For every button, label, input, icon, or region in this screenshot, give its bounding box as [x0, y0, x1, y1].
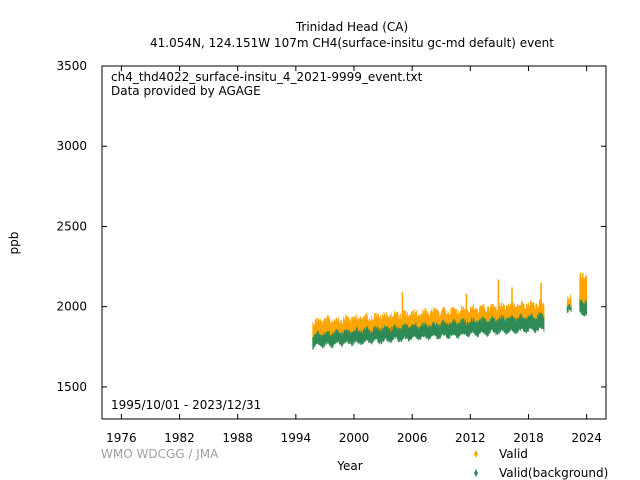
provider-label: Data provided by AGAGE — [111, 84, 261, 98]
chart-subtitle: 41.054N, 124.151W 107m CH4(surface-insit… — [150, 36, 554, 50]
series-segment — [566, 303, 572, 313]
y-axis-label: ppb — [7, 232, 21, 255]
data-layer — [312, 272, 588, 350]
series-segment — [566, 294, 572, 307]
series-segment — [579, 298, 588, 317]
x-tick-label: 1994 — [281, 431, 312, 445]
x-tick-label: 2018 — [513, 431, 544, 445]
x-tick-label: 1976 — [106, 431, 137, 445]
axis-layer: 1976 1982 1988 1994 2000 2006 2012 2018 2024 1500… — [56, 59, 606, 445]
y-tick-label: 3000 — [56, 139, 87, 153]
y-tick-label: 3500 — [56, 59, 87, 73]
x-tick-label: 2012 — [455, 431, 486, 445]
x-tick-label: 2006 — [397, 431, 428, 445]
chart-title: Trinidad Head (CA) — [295, 20, 408, 34]
credit-label: WMO WDCGG / JMA — [101, 447, 219, 461]
file-label: ch4_thd4022_surface-insitu_4_2021-9999_e… — [111, 70, 423, 84]
series-segment — [312, 312, 545, 350]
y-tick-label: 1500 — [56, 380, 87, 394]
y-tick-label: 2500 — [56, 219, 87, 233]
legend-label-background: Valid(background) — [499, 466, 608, 480]
x-axis-label: Year — [336, 459, 362, 473]
legend-marker-background — [474, 469, 478, 477]
y-tick-label: 2000 — [56, 300, 87, 314]
legend-label-valid: Valid — [499, 447, 528, 461]
x-tick-label: 2000 — [339, 431, 370, 445]
period-label: 1995/10/01 - 2023/12/31 — [111, 398, 261, 412]
x-tick-label: 1982 — [164, 431, 195, 445]
plot-frame — [101, 65, 607, 420]
series-valid-background — [312, 298, 588, 350]
x-tick-label: 2024 — [571, 431, 602, 445]
x-tick-label: 1988 — [222, 431, 253, 445]
legend: Valid Valid(background) — [474, 447, 608, 480]
legend-marker-valid — [474, 450, 478, 458]
